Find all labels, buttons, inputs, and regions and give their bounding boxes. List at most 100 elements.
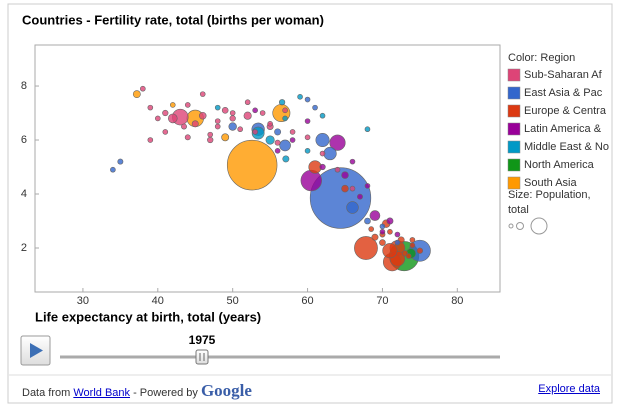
x-tick-label: 30	[77, 295, 89, 307]
legend-title: Color: Region	[508, 52, 575, 64]
bubble	[237, 126, 243, 133]
bubble	[297, 94, 303, 100]
bubble	[252, 107, 258, 114]
legend-swatch	[507, 86, 521, 100]
legend-swatch	[507, 176, 521, 190]
bubble	[132, 90, 141, 99]
size-icon	[516, 222, 524, 230]
play-icon	[30, 343, 43, 358]
bubble	[289, 129, 296, 135]
bubble	[221, 133, 230, 142]
bubble	[382, 243, 398, 259]
bubble	[315, 133, 330, 148]
bubble	[162, 109, 169, 117]
bubble	[319, 150, 326, 157]
source-prefix: Data from	[22, 387, 71, 399]
bubble	[409, 242, 416, 249]
bubble	[371, 233, 379, 241]
bubble	[214, 118, 221, 124]
bubble	[405, 253, 412, 259]
legend-swatch	[507, 68, 521, 82]
bubble	[198, 111, 207, 120]
google-logo: Google	[200, 381, 252, 400]
bubble	[282, 107, 288, 114]
bubble	[279, 139, 291, 152]
bubble	[274, 128, 282, 136]
bubble	[147, 137, 154, 143]
source-link[interactable]: World Bank	[73, 387, 131, 399]
bubble	[309, 167, 372, 229]
x-tick-label: 50	[227, 295, 239, 307]
bubble	[169, 102, 176, 108]
bubble	[207, 136, 214, 144]
bubble	[394, 231, 401, 238]
x-tick-label: 40	[152, 295, 164, 307]
bubble	[199, 91, 206, 97]
bubble	[282, 115, 288, 122]
bubble	[334, 166, 341, 173]
bubble	[191, 120, 199, 128]
bubble	[349, 185, 356, 192]
bubble	[252, 129, 258, 135]
year-label: 1975	[189, 333, 216, 347]
bubble	[278, 99, 286, 106]
size-icon	[508, 223, 514, 229]
bubble	[259, 110, 266, 116]
bubble	[364, 217, 371, 225]
legend-label: Sub-Saharan Af	[524, 69, 603, 81]
bubble	[168, 113, 178, 124]
bubble	[289, 137, 296, 143]
bubble	[184, 134, 191, 141]
bubble	[387, 229, 393, 235]
x-tick-label: 70	[376, 295, 388, 307]
y-tick-label: 6	[21, 134, 27, 146]
frame	[7, 3, 613, 404]
bubble	[312, 104, 318, 111]
bubble	[214, 104, 221, 111]
bubble	[117, 158, 124, 165]
bubble	[416, 247, 424, 254]
bubble	[214, 123, 221, 130]
bubble	[379, 223, 386, 230]
bubble	[304, 118, 311, 124]
bubble	[229, 115, 236, 122]
y-tick-label: 4	[21, 188, 27, 200]
bubble	[184, 102, 191, 108]
bubble	[267, 121, 273, 127]
bubbles	[110, 85, 431, 272]
chart-title: Countries - Fertility rate, total (birth…	[22, 12, 324, 27]
bubble	[379, 239, 386, 246]
slider-thumb[interactable]	[195, 349, 209, 365]
bubble	[341, 184, 349, 193]
bubble	[274, 139, 281, 146]
bubble	[229, 110, 236, 116]
legend-swatch	[507, 122, 521, 136]
legend-label: North America	[524, 159, 595, 171]
bubble	[162, 129, 169, 135]
bubble	[226, 139, 278, 191]
bubble	[341, 171, 349, 179]
size-icon	[530, 217, 548, 235]
bubble	[319, 163, 326, 171]
bubble	[368, 226, 375, 232]
x-axis-label: Life expectancy at birth, total (years)	[35, 309, 261, 324]
bubble	[319, 112, 326, 119]
bubble	[147, 104, 154, 111]
y-tick-label: 2	[21, 242, 27, 254]
bubble	[349, 158, 356, 165]
x-tick-label: 80	[451, 295, 463, 307]
bubble	[357, 193, 363, 200]
legend-label: South Asia	[524, 177, 577, 189]
bubble	[304, 134, 311, 141]
bubble	[394, 239, 401, 246]
legend-label: Latin America &	[524, 123, 602, 135]
explore-data-link[interactable]: Explore data	[538, 383, 600, 395]
bubble	[244, 99, 251, 106]
bubble	[243, 111, 252, 120]
legend-swatch	[507, 104, 521, 118]
legend-label: East Asia & Pac	[524, 87, 603, 99]
bubble	[207, 131, 214, 138]
bubble	[369, 210, 381, 221]
bubble	[409, 237, 416, 243]
